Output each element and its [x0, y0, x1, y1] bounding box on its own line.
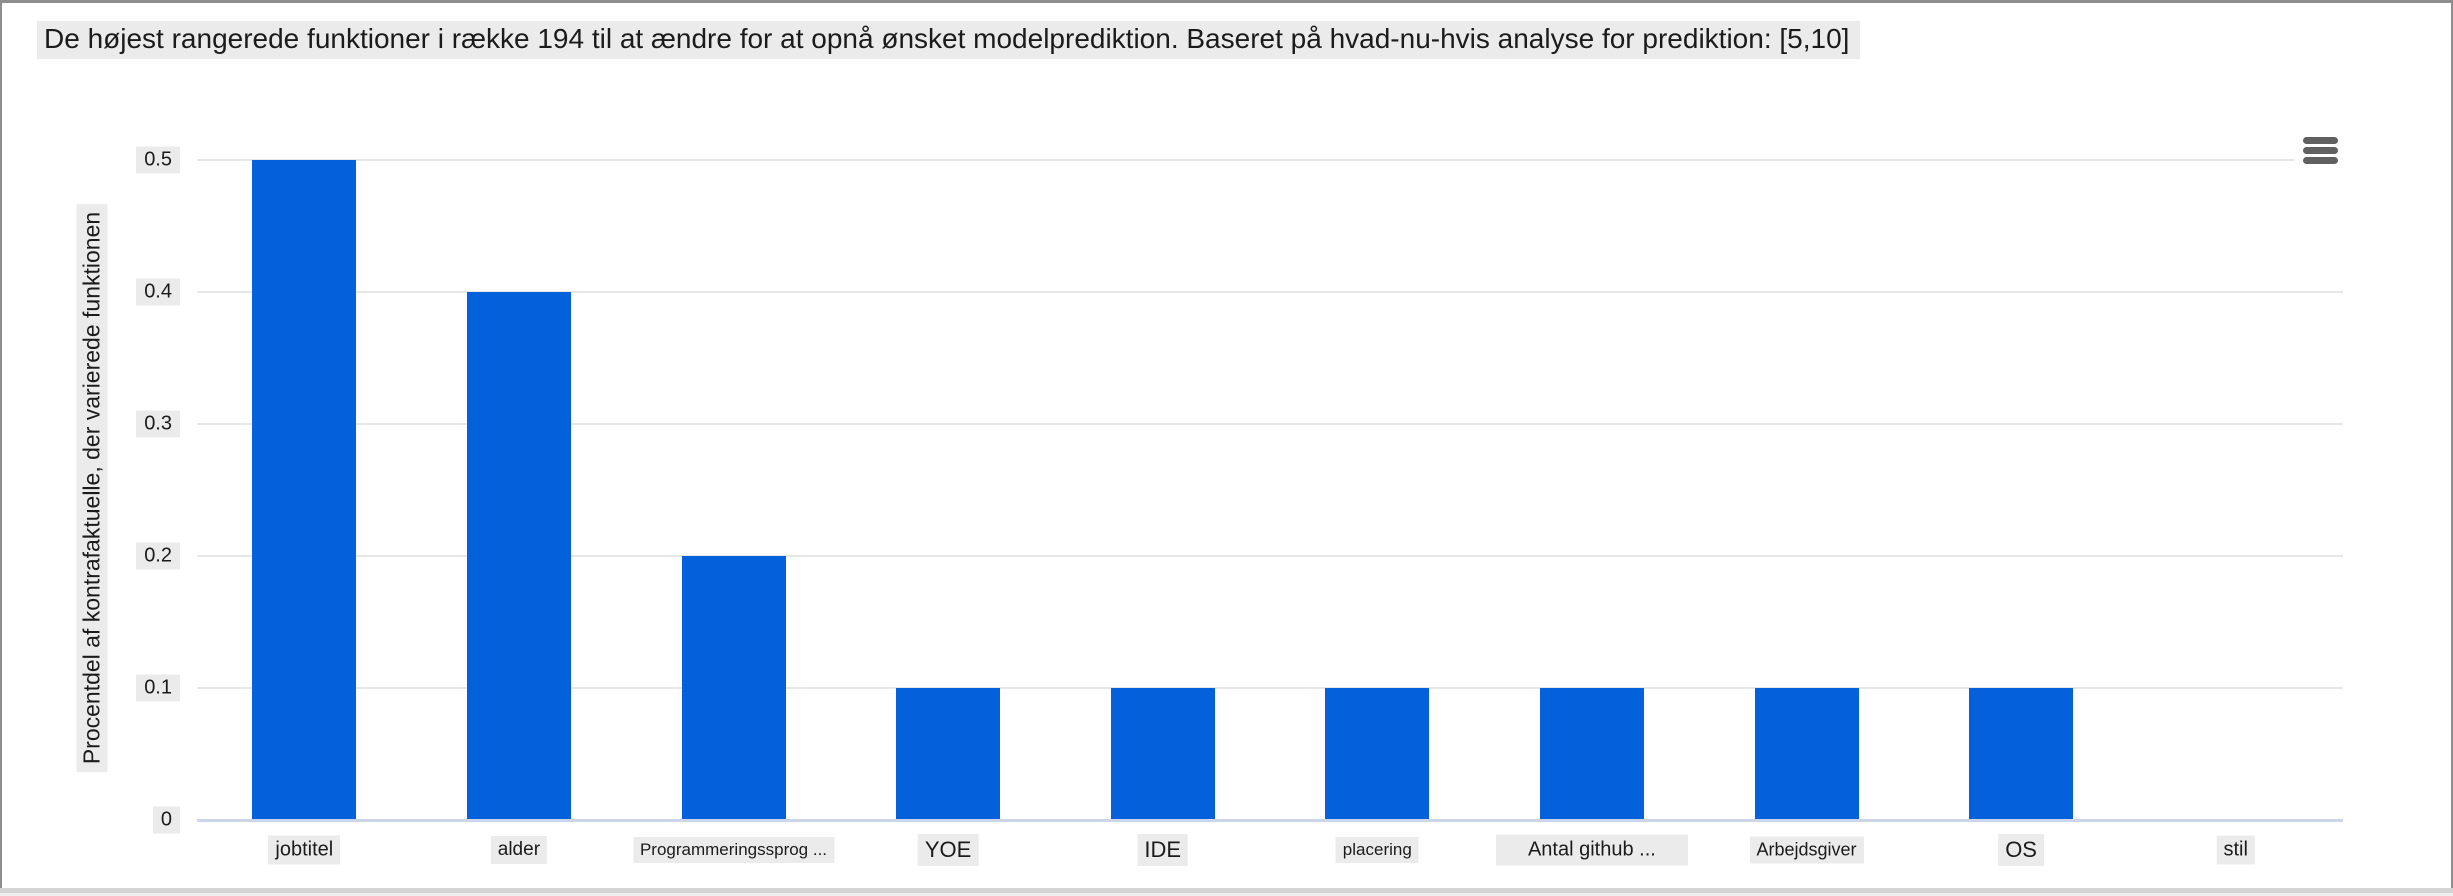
bar[interactable]	[1110, 688, 1215, 819]
card-border-bottom	[0, 888, 2453, 893]
y-tick-label: 0.3	[136, 410, 180, 438]
card-border-right	[2451, 0, 2453, 893]
y-tick-label: 0.1	[136, 674, 180, 702]
x-category-label: placering	[1335, 837, 1419, 863]
hamburger-menu-icon	[2303, 137, 2338, 144]
x-axis-line	[197, 819, 2343, 822]
x-category-label: Programmeringssprog ...	[632, 837, 835, 863]
bar[interactable]	[252, 160, 357, 819]
x-category-label: Antal github ...	[1495, 834, 1688, 866]
y-tick-label: 0	[152, 806, 180, 834]
x-category-label: IDE	[1137, 834, 1189, 866]
chart-context-menu-button[interactable]	[2294, 124, 2350, 176]
gridline	[197, 291, 2343, 293]
x-category-label: jobtitel	[268, 835, 341, 865]
card-border-top	[0, 0, 2453, 3]
gridline	[197, 159, 2343, 161]
bar[interactable]	[1325, 688, 1430, 819]
x-category-label: alder	[490, 836, 548, 864]
y-axis-title: Procentdel af kontrafaktuelle, der varie…	[76, 203, 108, 773]
bar[interactable]	[1539, 688, 1644, 819]
gridline	[197, 555, 2343, 557]
card-border-left	[0, 0, 2, 893]
y-tick-label: 0.2	[136, 542, 180, 570]
x-category-label: YOE	[917, 834, 979, 866]
x-category-label: stil	[2216, 835, 2255, 865]
card-border-bottom-pad	[0, 893, 2453, 896]
chart-title: De højest rangerede funktioner i række 1…	[37, 21, 1861, 59]
bar[interactable]	[466, 292, 571, 819]
y-tick-label: 0.4	[136, 278, 180, 306]
bar[interactable]	[896, 688, 1001, 819]
hamburger-menu-icon	[2303, 157, 2338, 164]
gridline	[197, 423, 2343, 425]
x-category-label: OS	[1998, 834, 2044, 866]
hamburger-menu-icon	[2303, 147, 2338, 154]
y-tick-label: 0.5	[136, 146, 180, 174]
bar[interactable]	[1969, 688, 2074, 819]
gridline	[197, 687, 2343, 689]
x-category-label: Arbejdsgiver	[1749, 836, 1864, 864]
bar[interactable]	[1754, 688, 1859, 819]
bar[interactable]	[681, 556, 786, 819]
